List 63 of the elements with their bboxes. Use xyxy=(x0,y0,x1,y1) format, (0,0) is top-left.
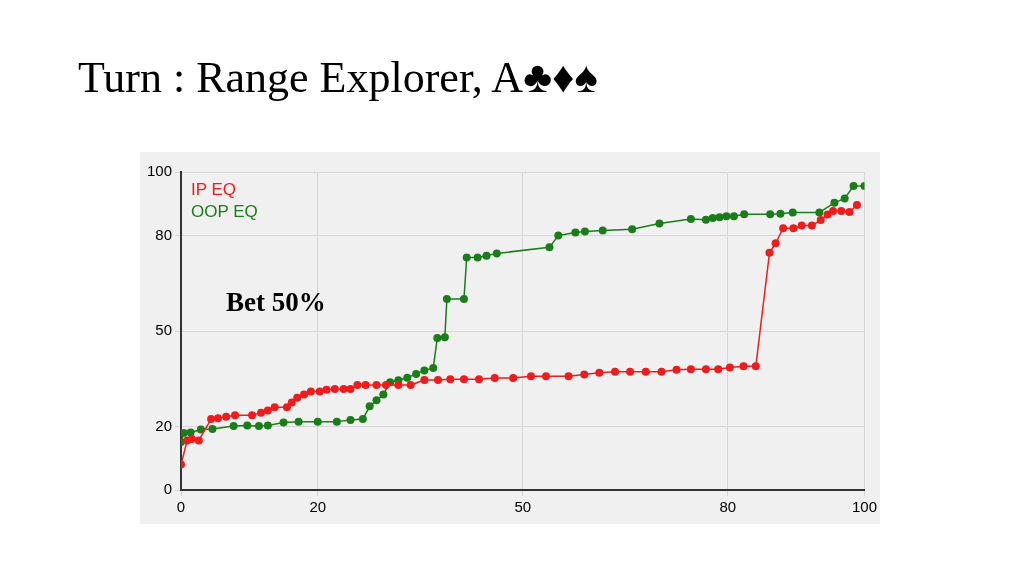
chart-title: Turn : Range Explorer, A♣♦♠ xyxy=(78,52,598,103)
point xyxy=(313,417,322,426)
point xyxy=(254,422,263,431)
y-tick-label: 80 xyxy=(155,225,173,243)
point xyxy=(365,402,374,411)
point xyxy=(715,213,724,222)
x-tick-label: 100 xyxy=(851,498,877,516)
text: OOP EQ xyxy=(191,202,258,222)
point xyxy=(776,209,785,218)
point xyxy=(686,215,695,224)
point xyxy=(459,294,468,303)
point xyxy=(849,181,858,190)
point xyxy=(655,219,664,228)
point xyxy=(440,333,449,342)
point xyxy=(420,366,429,375)
x-tick-label: 0 xyxy=(176,498,186,516)
point xyxy=(379,390,388,399)
point xyxy=(208,424,217,433)
point xyxy=(815,208,824,217)
point xyxy=(243,421,252,430)
point xyxy=(442,294,451,303)
point xyxy=(279,418,288,427)
y-tick-label: 100 xyxy=(147,162,173,180)
point xyxy=(358,415,367,424)
x-tick-label: 80 xyxy=(719,498,737,516)
point xyxy=(403,373,412,382)
point xyxy=(229,422,238,431)
point xyxy=(830,198,839,207)
point xyxy=(473,253,482,262)
point xyxy=(554,231,563,240)
point xyxy=(433,334,442,342)
point xyxy=(722,212,731,221)
point xyxy=(571,228,580,237)
point xyxy=(628,225,637,234)
point xyxy=(294,417,303,426)
point xyxy=(598,226,607,235)
point xyxy=(708,214,717,223)
point xyxy=(186,428,195,437)
x-tick-label: 50 xyxy=(514,498,532,516)
point xyxy=(766,210,775,219)
x-tick-label: 20 xyxy=(309,498,327,516)
point xyxy=(580,227,589,236)
point xyxy=(332,417,341,426)
point xyxy=(492,249,501,258)
point xyxy=(482,251,491,260)
point xyxy=(840,194,849,203)
point xyxy=(263,421,272,430)
y-tick-label: 0 xyxy=(163,480,173,498)
text: IP EQ xyxy=(191,180,237,200)
point xyxy=(412,369,421,378)
point xyxy=(372,396,381,405)
annotation: Bet 50% xyxy=(226,286,326,317)
point xyxy=(181,429,188,438)
point xyxy=(788,208,797,217)
point xyxy=(346,416,355,425)
point xyxy=(740,210,749,219)
point xyxy=(701,215,710,224)
point xyxy=(462,253,471,262)
y-tick-label: 20 xyxy=(155,416,173,434)
point xyxy=(729,212,738,221)
point xyxy=(545,243,554,252)
y-tick-label: 50 xyxy=(155,321,173,339)
point xyxy=(429,363,438,372)
